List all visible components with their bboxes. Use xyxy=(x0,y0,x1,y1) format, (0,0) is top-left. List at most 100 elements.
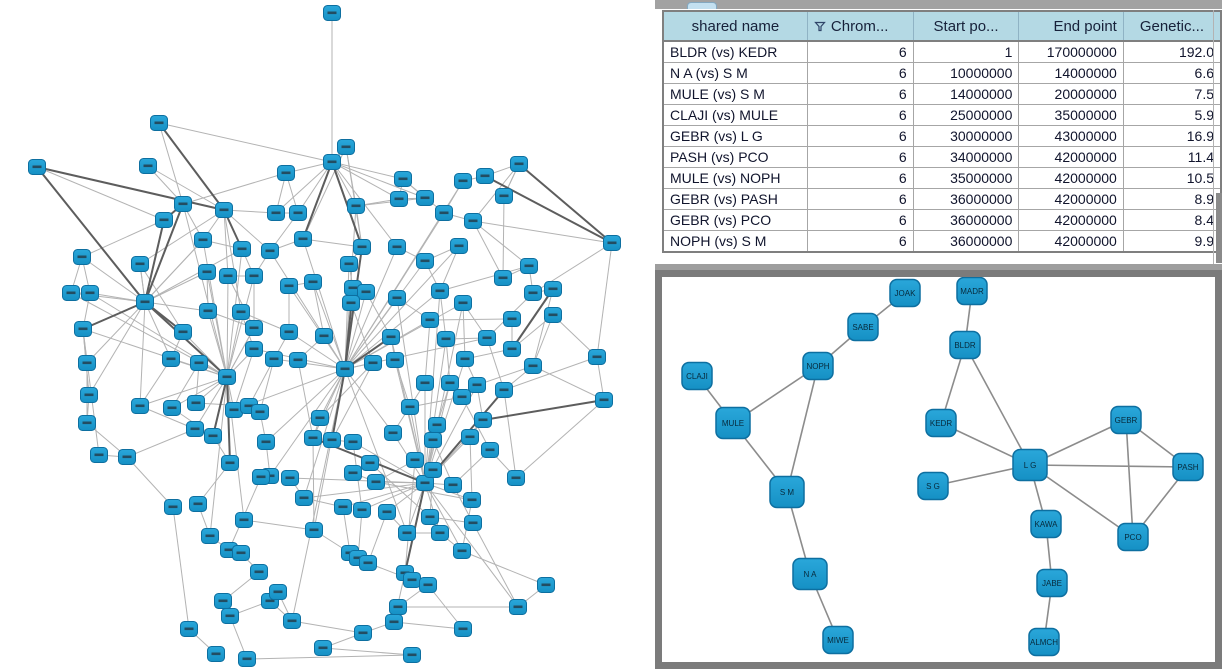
graph-edge[interactable] xyxy=(297,359,314,439)
table-cell[interactable]: 7.5 xyxy=(1122,83,1222,105)
table-cell[interactable]: PASH (vs) PCO xyxy=(662,146,808,168)
graph-edge[interactable] xyxy=(144,203,184,303)
graph-node[interactable] xyxy=(315,328,333,344)
graph-node[interactable] xyxy=(544,281,562,297)
graph-node[interactable] xyxy=(78,355,96,371)
table-cell[interactable]: 8.4 xyxy=(1122,209,1222,231)
table-cell[interactable]: 6 xyxy=(806,146,914,168)
graph-node[interactable] xyxy=(186,421,204,437)
table-cell[interactable]: CLAJI (vs) MULE xyxy=(662,104,808,126)
graph-node-jabe[interactable]: JABE xyxy=(1036,568,1068,598)
graph-node[interactable] xyxy=(201,528,219,544)
graph-node[interactable] xyxy=(406,452,424,468)
graph-node[interactable] xyxy=(163,400,181,416)
graph-edge[interactable] xyxy=(36,166,225,211)
table-cell[interactable]: 14000000 xyxy=(1018,62,1124,84)
graph-edge[interactable] xyxy=(406,482,426,534)
column-header-shared-name[interactable]: shared name xyxy=(662,10,808,42)
filter-icon[interactable] xyxy=(814,21,826,32)
graph-node-kedr[interactable]: KEDR xyxy=(925,408,957,438)
table-cell[interactable]: 6 xyxy=(806,188,914,210)
graph-node[interactable] xyxy=(453,543,471,559)
graph-node[interactable] xyxy=(347,198,365,214)
graph-node[interactable] xyxy=(261,243,279,259)
table-row[interactable]: BLDR (vs) KEDR 6 1 170000000 192.0 xyxy=(662,40,1222,63)
graph-node[interactable] xyxy=(424,462,442,478)
graph-node[interactable] xyxy=(235,512,253,528)
graph-node[interactable] xyxy=(603,235,621,251)
graph-node[interactable] xyxy=(252,469,270,485)
graph-edge[interactable] xyxy=(361,482,426,511)
graph-edge[interactable] xyxy=(476,365,534,386)
graph-node[interactable] xyxy=(476,168,494,184)
graph-edge[interactable] xyxy=(226,327,255,378)
graph-node[interactable] xyxy=(353,239,371,255)
graph-node-sabe[interactable]: SABE xyxy=(847,312,879,342)
graph-edge[interactable] xyxy=(344,368,408,534)
graph-node[interactable] xyxy=(214,593,232,609)
table-row[interactable]: GEBR (vs) L G 6 30000000 43000000 16.9 xyxy=(662,125,1222,147)
graph-node[interactable] xyxy=(295,490,313,506)
graph-node[interactable] xyxy=(401,399,419,415)
graph-edge[interactable] xyxy=(331,362,374,441)
large-network-canvas[interactable] xyxy=(0,0,655,669)
graph-node[interactable] xyxy=(468,377,486,393)
graph-edge[interactable] xyxy=(344,246,398,370)
graph-node[interactable] xyxy=(520,258,538,274)
graph-edge[interactable] xyxy=(1029,464,1134,538)
graph-node[interactable] xyxy=(90,447,108,463)
graph-edge[interactable] xyxy=(502,195,505,279)
table-cell[interactable]: BLDR (vs) KEDR xyxy=(662,40,808,63)
graph-node[interactable] xyxy=(421,509,439,525)
column-header-genetic[interactable]: Genetic... xyxy=(1122,10,1222,42)
graph-edge[interactable] xyxy=(144,301,172,360)
graph-node[interactable] xyxy=(389,599,407,615)
scrollbar-thumb[interactable] xyxy=(1216,193,1222,263)
graph-edge[interactable] xyxy=(297,161,333,214)
graph-node[interactable] xyxy=(495,382,513,398)
graph-edge[interactable] xyxy=(344,291,367,370)
graph-node[interactable] xyxy=(139,158,157,174)
graph-edge[interactable] xyxy=(291,368,346,622)
graph-edge[interactable] xyxy=(269,368,346,477)
graph-node[interactable] xyxy=(305,522,323,538)
graph-node[interactable] xyxy=(453,389,471,405)
graph-edge[interactable] xyxy=(319,368,346,419)
graph-node-mule[interactable]: MULE xyxy=(715,406,751,440)
graph-node[interactable] xyxy=(503,341,521,357)
table-cell[interactable]: 6 xyxy=(806,104,914,126)
graph-node[interactable] xyxy=(74,321,92,337)
table-row[interactable]: NOPH (vs) S M 6 36000000 42000000 9.9 xyxy=(662,230,1222,253)
graph-node[interactable] xyxy=(388,290,406,306)
graph-node[interactable] xyxy=(454,295,472,311)
graph-node[interactable] xyxy=(180,621,198,637)
graph-edge[interactable] xyxy=(291,620,364,634)
table-row[interactable]: CLAJI (vs) MULE 6 25000000 35000000 5.9 xyxy=(662,104,1222,126)
graph-node[interactable] xyxy=(342,295,360,311)
column-header-chrom[interactable]: Chrom... xyxy=(806,10,914,42)
table-cell[interactable]: 36000000 xyxy=(912,230,1020,253)
graph-node[interactable] xyxy=(431,283,449,299)
graph-node[interactable] xyxy=(537,577,555,593)
graph-node[interactable] xyxy=(424,432,442,448)
table-cell[interactable]: 42000000 xyxy=(1018,188,1124,210)
table-cell[interactable]: NOPH (vs) S M xyxy=(662,230,808,253)
small-network-view[interactable]: JOAK SABE NOPH CLAJI MULE S M N A MIWE MADR BLDR K… xyxy=(662,277,1215,662)
table-cell[interactable]: GEBR (vs) L G xyxy=(662,125,808,147)
graph-edge[interactable] xyxy=(227,275,255,329)
graph-node[interactable] xyxy=(78,415,96,431)
table-row[interactable]: GEBR (vs) PCO 6 36000000 42000000 8.4 xyxy=(662,209,1222,231)
graph-edge[interactable] xyxy=(331,161,400,200)
tab-stub[interactable] xyxy=(687,2,717,9)
table-cell[interactable]: MULE (vs) NOPH xyxy=(662,167,808,189)
graph-edge[interactable] xyxy=(503,389,517,479)
graph-node[interactable] xyxy=(394,171,412,187)
graph-node[interactable] xyxy=(131,256,149,272)
graph-edge[interactable] xyxy=(226,275,255,378)
graph-node[interactable] xyxy=(187,395,205,411)
graph-node-joak[interactable]: JOAK xyxy=(889,278,921,308)
table-cell[interactable]: 35000000 xyxy=(1018,104,1124,126)
graph-node[interactable] xyxy=(245,341,263,357)
graph-node[interactable] xyxy=(283,613,301,629)
graph-node-claji[interactable]: CLAJI xyxy=(681,361,713,391)
